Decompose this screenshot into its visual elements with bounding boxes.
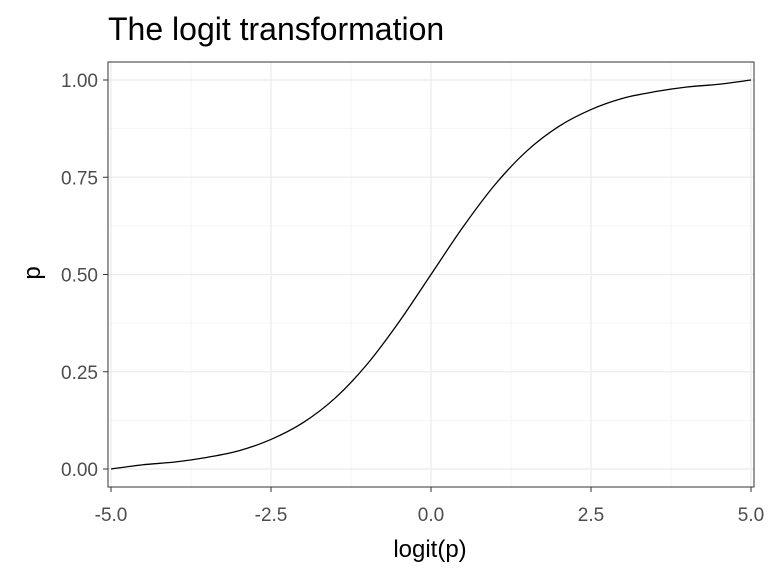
y-axis: 0.00 0.25 0.50 0.75 1.00 [61,71,108,481]
y-tick-label: 0.00 [61,460,98,481]
chart-title: The logit transformation [108,11,444,47]
y-tick-label: 0.50 [61,266,98,287]
x-tick-label: -2.5 [255,505,288,526]
x-tick-label: -5.0 [95,505,128,526]
x-tick-label: 5.0 [738,505,764,526]
x-axis-title: logit(p) [393,536,466,563]
y-tick-label: 1.00 [61,71,98,92]
y-tick-label: 0.25 [61,363,98,384]
x-tick-label: 2.5 [578,505,604,526]
series-line-0 [110,79,752,470]
major-gridlines [108,62,754,487]
x-tick-label: 0.0 [418,505,444,526]
series-layer [110,79,752,470]
y-axis-title: p [19,266,46,279]
y-tick-label: 0.75 [61,168,98,189]
x-axis: -5.0 -2.5 0.0 2.5 5.0 [95,487,764,526]
